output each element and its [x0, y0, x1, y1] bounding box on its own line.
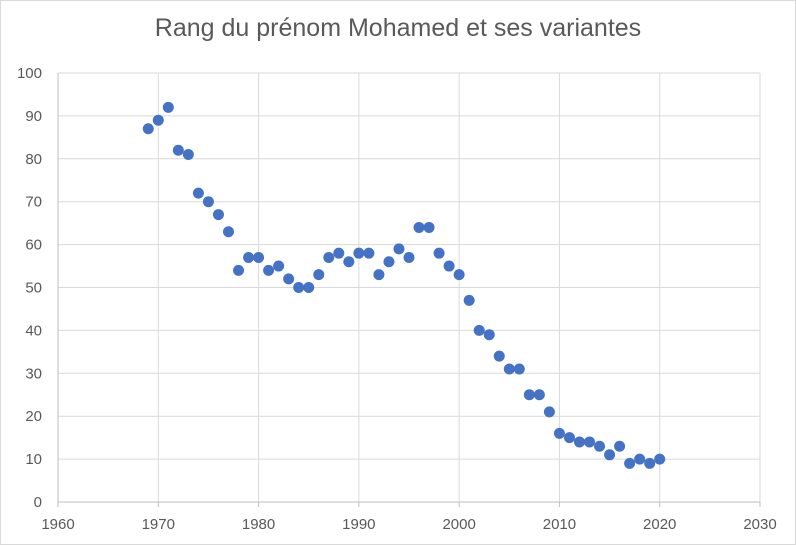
y-tick-label: 90: [25, 108, 42, 125]
data-point: [152, 114, 164, 126]
data-point: [323, 251, 335, 263]
gridlines: [58, 72, 761, 502]
data-point: [283, 273, 295, 285]
data-point: [443, 260, 455, 272]
data-point: [333, 247, 345, 259]
data-point: [192, 187, 204, 199]
data-point: [293, 282, 305, 293]
x-tick-label: 2020: [643, 516, 676, 533]
data-point: [172, 144, 184, 156]
x-tick-label: 1990: [342, 516, 375, 533]
x-tick-label: 1960: [41, 516, 74, 533]
data-point: [604, 449, 616, 461]
data-point: [463, 294, 475, 306]
data-point: [182, 149, 194, 161]
y-tick-label: 50: [25, 280, 42, 297]
data-point: [162, 101, 174, 113]
x-tick-label: 1970: [142, 516, 175, 533]
data-point: [243, 251, 255, 263]
x-tick-label: 2030: [743, 516, 776, 533]
data-point: [634, 453, 646, 465]
data-point: [373, 269, 385, 281]
y-tick-label: 10: [25, 451, 42, 468]
data-point: [563, 432, 575, 444]
y-tick-label: 20: [25, 408, 42, 425]
data-point: [624, 457, 636, 469]
data-point: [353, 247, 365, 259]
data-point: [543, 406, 555, 418]
data-point: [212, 209, 224, 221]
data-point: [393, 243, 405, 255]
data-point: [493, 350, 505, 362]
y-tick-label: 100: [17, 65, 42, 82]
data-point: [222, 226, 234, 238]
data-point: [654, 453, 666, 465]
y-tick-label: 70: [25, 194, 42, 211]
y-tick-label: 60: [25, 237, 42, 254]
y-tick-label: 80: [25, 151, 42, 168]
data-point: [533, 389, 545, 401]
data-point: [263, 264, 275, 276]
data-point: [503, 363, 515, 375]
data-point: [273, 260, 285, 272]
data-point: [313, 269, 325, 281]
data-points: [142, 101, 666, 469]
x-tick-label: 2010: [543, 516, 576, 533]
data-point: [142, 123, 154, 135]
data-point: [483, 329, 495, 341]
data-point: [413, 221, 425, 233]
data-point: [233, 264, 245, 276]
data-point: [513, 363, 525, 375]
chart-title: Rang du prénom Mohamed et ses variantes: [154, 14, 642, 42]
data-point: [453, 269, 465, 281]
data-point: [363, 247, 375, 259]
data-point: [614, 440, 626, 452]
data-point: [644, 457, 656, 469]
data-point: [383, 256, 395, 268]
data-point: [202, 196, 214, 208]
y-tick-label: 40: [25, 322, 42, 339]
axes: [57, 73, 761, 507]
data-point: [343, 256, 355, 268]
data-point: [473, 324, 485, 336]
data-point: [403, 251, 415, 263]
data-point: [433, 247, 445, 259]
data-point: [303, 282, 315, 293]
y-tick-label: 0: [34, 494, 42, 511]
x-tick-label: 1980: [242, 516, 275, 533]
data-point: [523, 389, 535, 401]
data-point: [423, 221, 435, 233]
x-tick-label: 2000: [442, 516, 475, 533]
data-point: [553, 427, 565, 439]
data-point: [594, 440, 606, 452]
y-tick-label: 30: [25, 365, 42, 382]
data-point: [253, 251, 265, 263]
data-point: [584, 436, 596, 448]
data-point: [573, 436, 585, 448]
